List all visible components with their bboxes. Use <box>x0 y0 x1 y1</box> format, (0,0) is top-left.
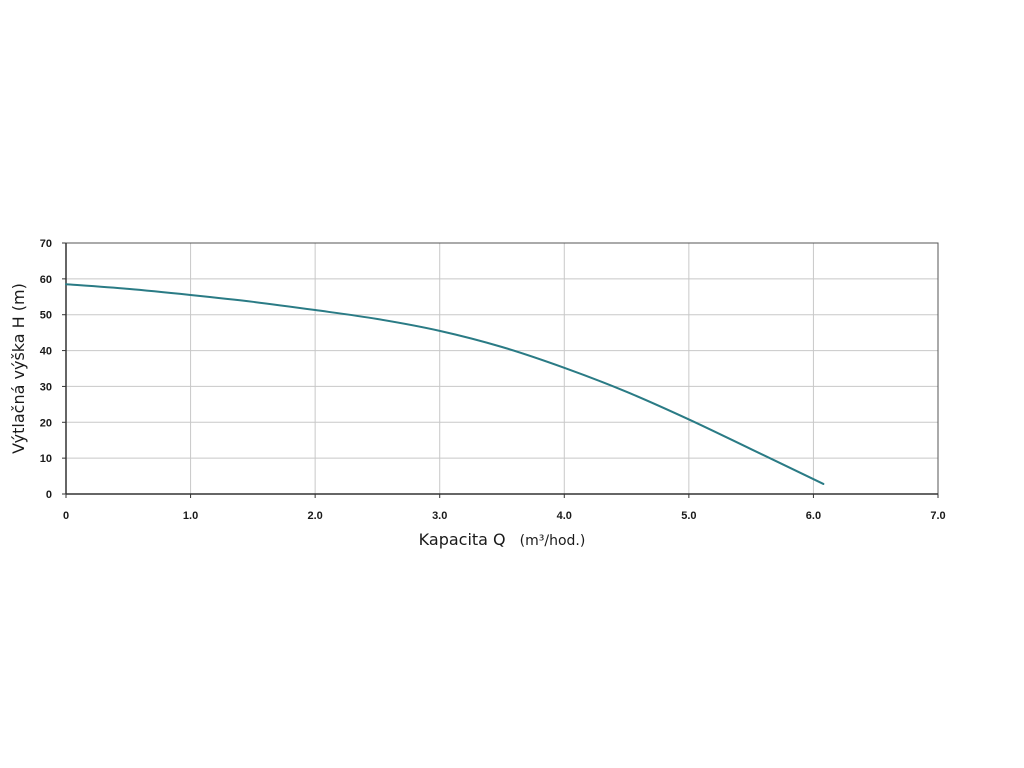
y-axis-title: Výtlačná výška H (m) <box>9 283 28 454</box>
y-tick-label: 0 <box>46 489 52 501</box>
x-axis-title: Kapacita Q (m³/hod.) <box>419 530 586 549</box>
y-tick-label: 20 <box>40 417 52 429</box>
grid <box>66 243 938 494</box>
y-tick-label: 50 <box>40 310 52 322</box>
series <box>65 283 825 485</box>
axes <box>62 242 939 498</box>
y-tick-label: 40 <box>40 346 52 358</box>
x-tick-label: 3.0 <box>432 510 447 522</box>
y-tick-label: 10 <box>40 453 52 465</box>
x-axis-unit: (m³/hod.) <box>520 533 586 549</box>
plot-frame <box>65 242 939 495</box>
x-tick-label: 6.0 <box>806 510 821 522</box>
x-tick-label: 4.0 <box>557 510 572 522</box>
series-line <box>65 283 825 485</box>
x-tick-label: 2.0 <box>307 510 322 522</box>
y-tick-label: 60 <box>40 274 52 286</box>
x-axis-label: Kapacita Q <box>419 530 506 549</box>
x-tick-label: 5.0 <box>681 510 696 522</box>
y-tick-label: 70 <box>40 238 52 250</box>
y-tick-label: 30 <box>40 381 52 393</box>
tick-labels: 0 1.0 2.0 3.0 4.0 5.0 6.0 7.0 0 10 20 30 40 50 60 70 <box>40 238 946 522</box>
x-tick-label: 1.0 <box>183 510 198 522</box>
x-tick-label: 0 <box>63 510 69 522</box>
x-tick-label: 7.0 <box>930 510 945 522</box>
